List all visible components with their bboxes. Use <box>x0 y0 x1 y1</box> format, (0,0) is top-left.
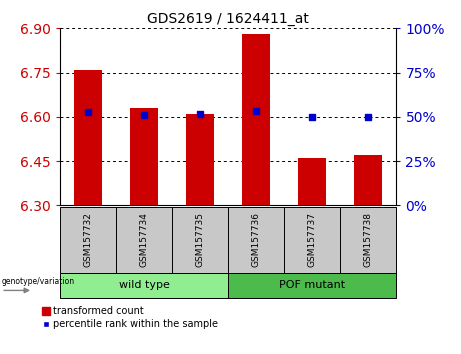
Bar <box>242 34 270 205</box>
Text: genotype/variation: genotype/variation <box>1 277 74 286</box>
Bar <box>186 114 214 205</box>
Text: GSM157738: GSM157738 <box>364 212 373 267</box>
Bar <box>172 207 228 273</box>
Bar <box>340 207 396 273</box>
Bar <box>284 207 340 273</box>
Text: GSM157734: GSM157734 <box>140 212 148 267</box>
Bar <box>298 158 326 205</box>
Text: GSM157735: GSM157735 <box>195 212 205 267</box>
Text: GSM157737: GSM157737 <box>308 212 317 267</box>
Bar <box>228 207 284 273</box>
Bar <box>355 155 383 205</box>
Text: GSM157736: GSM157736 <box>252 212 261 267</box>
Text: POF mutant: POF mutant <box>279 280 345 290</box>
Title: GDS2619 / 1624411_at: GDS2619 / 1624411_at <box>147 12 309 26</box>
Bar <box>116 207 172 273</box>
Legend: transformed count, percentile rank within the sample: transformed count, percentile rank withi… <box>42 307 219 329</box>
Bar <box>130 108 158 205</box>
Bar <box>60 273 228 298</box>
Bar <box>74 70 102 205</box>
Bar <box>228 273 396 298</box>
Text: GSM157732: GSM157732 <box>83 212 93 267</box>
Bar <box>60 207 116 273</box>
Text: wild type: wild type <box>118 280 170 290</box>
